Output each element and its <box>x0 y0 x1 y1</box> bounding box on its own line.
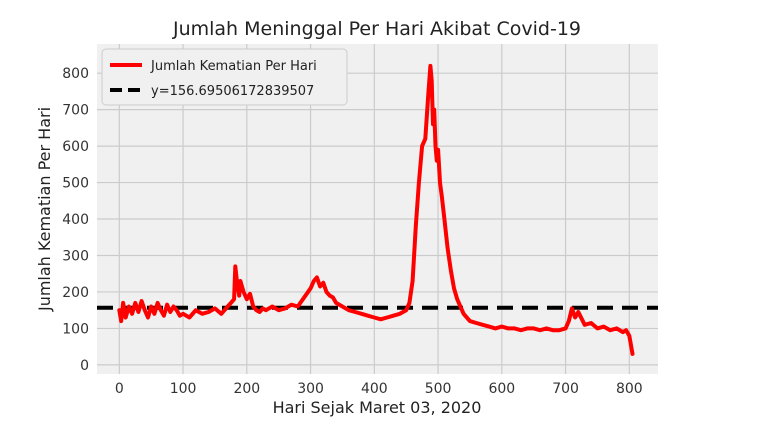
x-tick-label: 800 <box>616 381 643 397</box>
y-tick-label: 300 <box>62 248 89 264</box>
x-tick-labels: 0 100 200 300 400 500 600 700 800 <box>115 381 643 397</box>
y-tick-label: 700 <box>62 103 89 119</box>
y-tick-label: 200 <box>62 285 89 301</box>
x-tick-label: 300 <box>297 381 324 397</box>
y-tick-label: 0 <box>80 358 89 374</box>
series-group <box>117 63 635 356</box>
x-tick-label: 400 <box>361 381 388 397</box>
chart-title: Jumlah Meninggal Per Hari Akibat Covid-1… <box>172 18 581 40</box>
y-tick-label: 500 <box>62 176 89 192</box>
y-tick-label: 600 <box>62 139 89 155</box>
y-tick-labels: 0 100 200 300 400 500 600 700 800 <box>62 66 89 374</box>
legend-label-mean: y=156.69506172839507 <box>151 84 314 99</box>
legend-label-series: Jumlah Kematian Per Hari <box>150 59 317 74</box>
y-axis-label: Jumlah Kematian Per Hari <box>35 107 54 312</box>
y-tick-label: 800 <box>62 66 89 82</box>
x-tick-label: 500 <box>425 381 452 397</box>
x-tick-label: 200 <box>233 381 260 397</box>
x-axis-label: Hari Sejak Maret 03, 2020 <box>273 398 482 417</box>
x-tick-label: 100 <box>170 381 197 397</box>
x-tick-label: 0 <box>115 381 124 397</box>
legend-box <box>101 48 348 106</box>
x-tick-label: 700 <box>552 381 579 397</box>
legend: Jumlah Kematian Per Hari y=156.695061728… <box>101 48 348 106</box>
x-tick-label: 600 <box>488 381 515 397</box>
y-tick-label: 100 <box>62 321 89 337</box>
y-tick-label: 400 <box>62 212 89 228</box>
series-line-deaths <box>117 63 635 356</box>
